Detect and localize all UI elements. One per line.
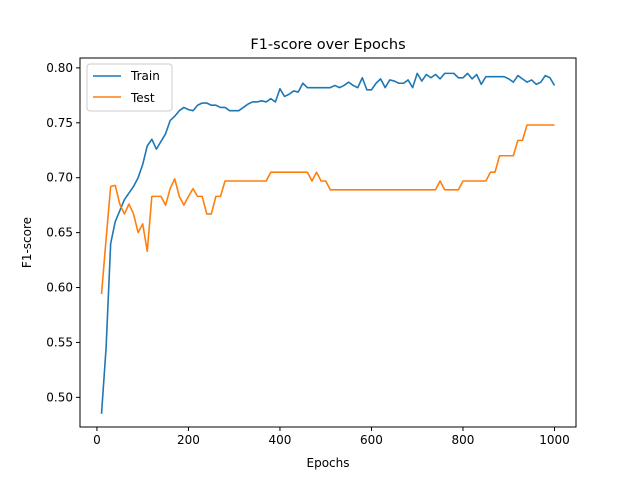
x-tick-label: 0 [93,433,101,447]
y-tick-label: 0.65 [46,226,73,240]
y-axis-ticks: 0.50 0.55 0.60 0.65 0.70 0.75 0.80 [46,61,80,404]
y-axis-label: F1-score [20,217,34,268]
x-axis-ticks: 0 200 400 600 800 1000 [93,427,570,447]
x-tick-label: 200 [177,433,200,447]
series-layer [100,72,556,414]
x-axis-label: Epochs [307,456,350,470]
y-tick-label: 0.50 [46,390,73,404]
x-tick-label: 800 [452,433,475,447]
legend-label-train: Train [130,69,160,83]
series-line-train [100,72,556,414]
plot-frame [79,57,577,428]
y-tick-label: 0.60 [46,281,73,295]
y-tick-label: 0.70 [46,171,73,185]
legend: Train Test [86,63,173,112]
y-tick-label: 0.55 [46,335,73,349]
y-tick-label: 0.80 [46,61,73,75]
y-tick-label: 0.75 [46,116,73,130]
x-tick-label: 600 [360,433,383,447]
x-tick-label: 1000 [539,433,570,447]
legend-label-test: Test [130,91,155,105]
chart-title: F1-score over Epochs [250,37,405,53]
series-line-test [100,124,555,295]
x-tick-label: 400 [269,433,292,447]
